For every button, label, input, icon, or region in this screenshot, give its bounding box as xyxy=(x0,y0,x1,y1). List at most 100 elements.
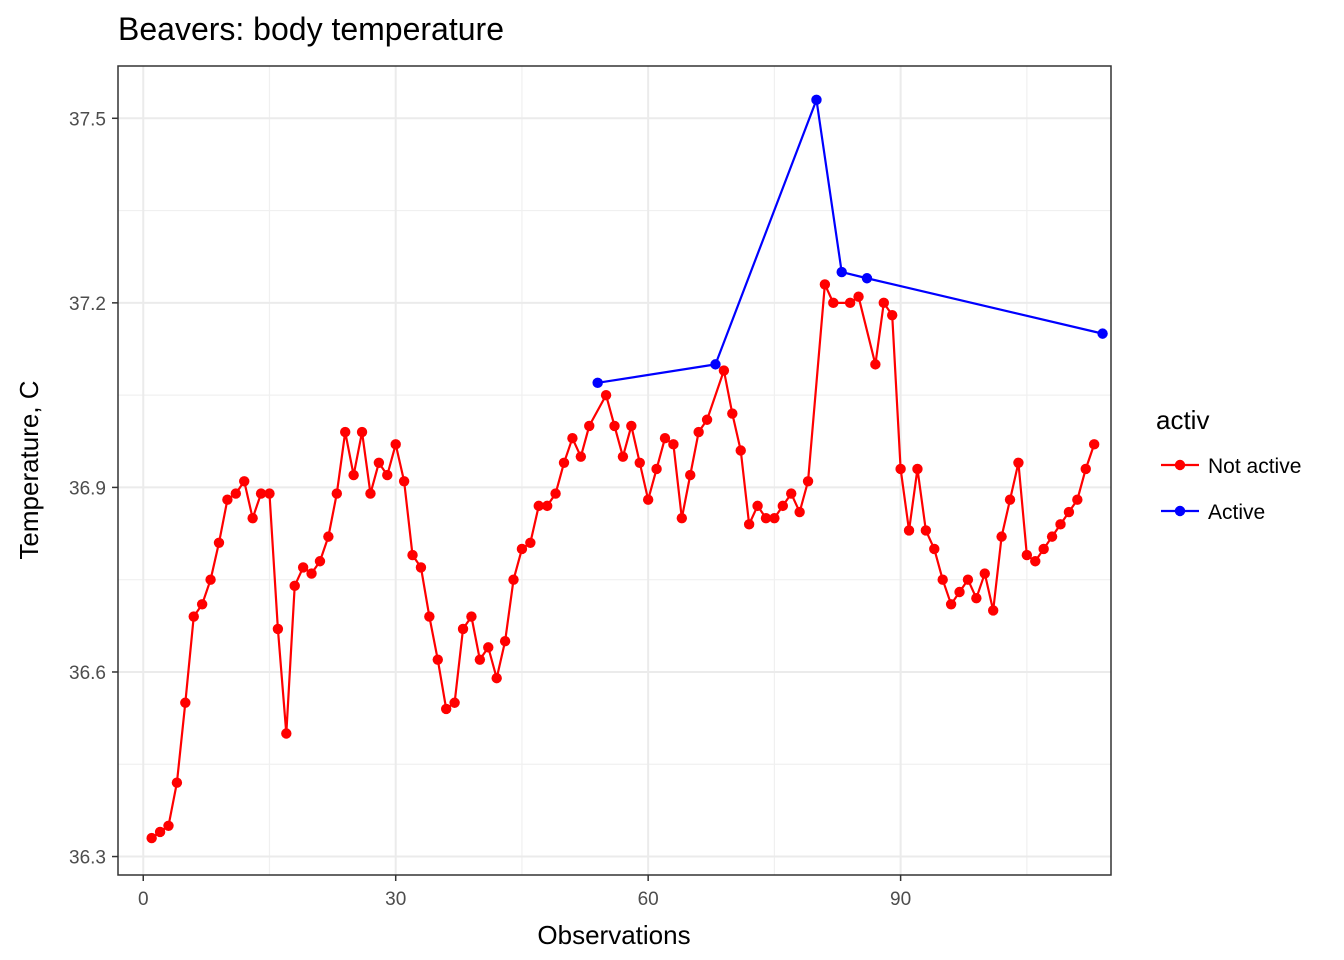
data-point-not-active xyxy=(272,623,284,635)
x-axis-title: Observations xyxy=(537,920,690,950)
data-point-active xyxy=(836,266,847,278)
data-point-not-active xyxy=(954,586,965,598)
x-tick-label: 30 xyxy=(385,889,406,910)
legend-item-not-active: Not active xyxy=(1161,455,1301,478)
data-point-not-active xyxy=(533,500,544,512)
data-point-not-active xyxy=(230,488,242,499)
data-point-not-active xyxy=(979,568,990,579)
data-point-not-active xyxy=(1038,543,1049,555)
legend-point-active xyxy=(1174,505,1186,517)
data-point-not-active xyxy=(996,531,1007,542)
data-point-active xyxy=(1097,328,1108,339)
data-point-not-active xyxy=(895,463,906,475)
data-point-not-active xyxy=(163,820,174,831)
data-point-not-active xyxy=(575,451,587,462)
data-point-not-active xyxy=(432,654,443,665)
chart-title: Beavers: body temperature xyxy=(118,11,504,47)
data-point-not-active xyxy=(676,512,688,524)
y-tick-label: 37.2 xyxy=(69,294,106,315)
data-point-not-active xyxy=(567,433,578,444)
series-layer xyxy=(146,94,1108,844)
data-point-not-active xyxy=(449,697,460,708)
data-point-not-active xyxy=(617,451,629,462)
legend-item-active: Active xyxy=(1161,501,1265,524)
data-point-not-active xyxy=(558,457,570,469)
data-point-not-active xyxy=(802,476,814,487)
data-point-not-active xyxy=(550,488,561,499)
data-point-not-active xyxy=(213,537,225,548)
data-point-not-active xyxy=(222,494,233,505)
data-point-not-active xyxy=(735,445,746,456)
data-point-not-active xyxy=(415,562,427,573)
y-tick-label: 37.5 xyxy=(69,109,106,130)
y-tick-label: 36.6 xyxy=(69,663,106,684)
y-tick-label: 36.3 xyxy=(69,848,106,869)
data-point-not-active xyxy=(314,556,326,567)
data-point-not-active xyxy=(205,574,216,585)
data-point-not-active xyxy=(769,512,780,524)
data-point-not-active xyxy=(483,642,494,653)
legend: activ Not active Active xyxy=(1156,405,1301,524)
data-point-not-active xyxy=(887,309,898,321)
data-point-not-active xyxy=(491,672,502,684)
data-point-not-active xyxy=(903,525,915,536)
data-point-not-active xyxy=(794,506,805,518)
data-point-not-active xyxy=(584,420,595,432)
data-point-not-active xyxy=(786,488,797,499)
data-point-not-active xyxy=(499,636,511,647)
data-point-not-active xyxy=(516,543,528,555)
data-point-not-active xyxy=(929,543,940,555)
data-point-not-active xyxy=(1088,439,1100,450)
data-point-not-active xyxy=(382,469,393,481)
data-point-not-active xyxy=(1013,457,1024,469)
data-point-not-active xyxy=(373,457,385,469)
data-point-not-active xyxy=(390,439,401,450)
data-point-not-active xyxy=(247,512,258,524)
data-point-not-active xyxy=(642,494,654,505)
data-point-not-active xyxy=(1021,549,1033,561)
data-point-not-active xyxy=(844,297,856,309)
data-point-not-active xyxy=(937,574,948,585)
legend-point-not-active xyxy=(1174,459,1186,471)
data-point-not-active xyxy=(634,457,645,469)
data-point-not-active xyxy=(424,611,435,622)
data-point-not-active xyxy=(693,426,704,438)
legend-label-not-active: Not active xyxy=(1208,455,1301,478)
legend-title: activ xyxy=(1156,405,1209,435)
data-point-not-active xyxy=(457,623,469,635)
data-point-not-active xyxy=(407,549,418,561)
data-point-not-active xyxy=(196,599,208,610)
data-point-not-active xyxy=(1072,494,1083,505)
data-point-not-active xyxy=(154,826,166,838)
data-point-not-active xyxy=(1080,463,1091,475)
data-point-not-active xyxy=(474,654,486,665)
x-tick-label: 90 xyxy=(890,889,911,910)
data-point-active xyxy=(861,273,873,284)
data-point-not-active xyxy=(306,568,317,579)
data-point-not-active xyxy=(819,279,831,290)
data-point-not-active xyxy=(701,414,713,425)
data-point-not-active xyxy=(659,433,671,444)
data-point-not-active xyxy=(466,611,477,622)
data-point-active xyxy=(710,359,721,370)
data-point-not-active xyxy=(971,592,982,604)
data-point-not-active xyxy=(440,703,452,715)
data-point-not-active xyxy=(297,562,309,573)
data-point-not-active xyxy=(1055,519,1066,530)
series-line-active xyxy=(596,98,1104,384)
data-point-not-active xyxy=(727,408,738,419)
data-point-not-active xyxy=(1030,556,1041,567)
data-point-not-active xyxy=(525,537,536,548)
data-point-not-active xyxy=(870,359,881,370)
data-point-not-active xyxy=(1046,531,1058,542)
data-point-not-active xyxy=(626,420,637,432)
data-point-not-active xyxy=(853,291,864,302)
data-point-not-active xyxy=(912,463,923,475)
x-tick-label: 0 xyxy=(138,889,149,910)
data-point-not-active xyxy=(281,728,292,739)
data-point-not-active xyxy=(180,697,191,708)
data-point-active xyxy=(811,94,822,106)
plot-panel-border xyxy=(117,65,1112,876)
